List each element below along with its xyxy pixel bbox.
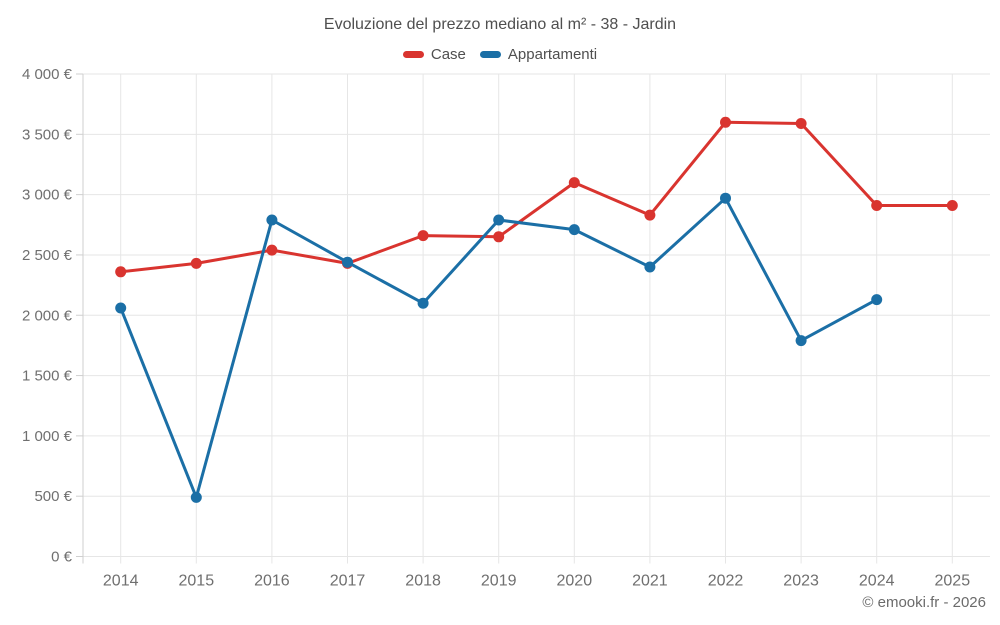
data-point-case-2019[interactable] bbox=[493, 231, 505, 243]
chart-legend: Case Appartamenti bbox=[0, 46, 1000, 63]
data-point-appartamenti-2016[interactable] bbox=[266, 214, 278, 226]
x-tick-label: 2019 bbox=[481, 573, 517, 590]
x-tick-label: 2014 bbox=[103, 573, 139, 590]
data-point-appartamenti-2023[interactable] bbox=[795, 335, 807, 347]
y-tick-label: 0 € bbox=[51, 549, 73, 566]
data-point-case-2014[interactable] bbox=[115, 266, 127, 278]
y-tick-label: 2 500 € bbox=[22, 247, 73, 264]
data-point-appartamenti-2022[interactable] bbox=[720, 192, 731, 204]
data-point-case-2018[interactable] bbox=[417, 230, 429, 242]
data-point-appartamenti-2019[interactable] bbox=[493, 214, 505, 226]
data-point-case-2024[interactable] bbox=[871, 200, 883, 211]
data-point-case-2021[interactable] bbox=[644, 209, 656, 221]
x-tick-label: 2023 bbox=[783, 573, 819, 590]
x-tick-label: 2016 bbox=[254, 573, 290, 590]
x-tick-label: 2017 bbox=[330, 573, 366, 590]
data-point-case-2025[interactable] bbox=[946, 200, 958, 211]
y-tick-label: 2 000 € bbox=[22, 307, 73, 324]
data-point-appartamenti-2015[interactable] bbox=[190, 491, 202, 503]
data-point-appartamenti-2021[interactable] bbox=[644, 261, 656, 273]
y-tick-label: 1 500 € bbox=[22, 368, 73, 385]
case-series-swatch-icon bbox=[402, 51, 424, 58]
data-point-case-2020[interactable] bbox=[568, 177, 580, 189]
chart-title: Evoluzione del prezzo mediano al m² - 38… bbox=[323, 16, 677, 33]
data-point-case-2016[interactable] bbox=[266, 244, 278, 256]
y-tick-label: 4 000 € bbox=[22, 66, 73, 83]
copyright-credit: © emooki.fr - 2026 bbox=[862, 594, 986, 611]
x-tick-label: 2021 bbox=[632, 573, 668, 590]
y-tick-label: 1 000 € bbox=[22, 428, 73, 445]
data-point-appartamenti-2017[interactable] bbox=[342, 256, 353, 268]
data-point-case-2015[interactable] bbox=[190, 257, 202, 269]
legend-label-case: Case bbox=[430, 46, 466, 63]
data-point-case-2023[interactable] bbox=[795, 118, 807, 129]
y-tick-label: 3 500 € bbox=[22, 126, 73, 143]
x-tick-label: 2018 bbox=[405, 573, 441, 590]
series-line-case bbox=[119, 120, 954, 274]
x-tick-label: 2024 bbox=[859, 573, 895, 590]
legend-item-case[interactable]: Case bbox=[402, 46, 466, 63]
data-point-appartamenti-2020[interactable] bbox=[568, 224, 580, 236]
legend-label-appartamenti: Appartamenti bbox=[507, 46, 598, 63]
data-point-appartamenti-2014[interactable] bbox=[115, 302, 127, 314]
y-tick-label: 3 000 € bbox=[22, 187, 73, 204]
x-tick-label: 2020 bbox=[557, 573, 593, 590]
x-tick-label: 2015 bbox=[179, 573, 215, 590]
data-point-case-2022[interactable] bbox=[720, 116, 731, 128]
x-tick-label: 2022 bbox=[708, 573, 744, 590]
data-point-appartamenti-2024[interactable] bbox=[871, 294, 883, 306]
y-tick-label: 500 € bbox=[34, 488, 72, 505]
data-point-appartamenti-2018[interactable] bbox=[417, 297, 429, 309]
appartamenti-series-swatch-icon bbox=[479, 51, 501, 58]
legend-item-appartamenti[interactable]: Appartamenti bbox=[479, 46, 598, 63]
x-tick-label: 2025 bbox=[935, 573, 971, 590]
